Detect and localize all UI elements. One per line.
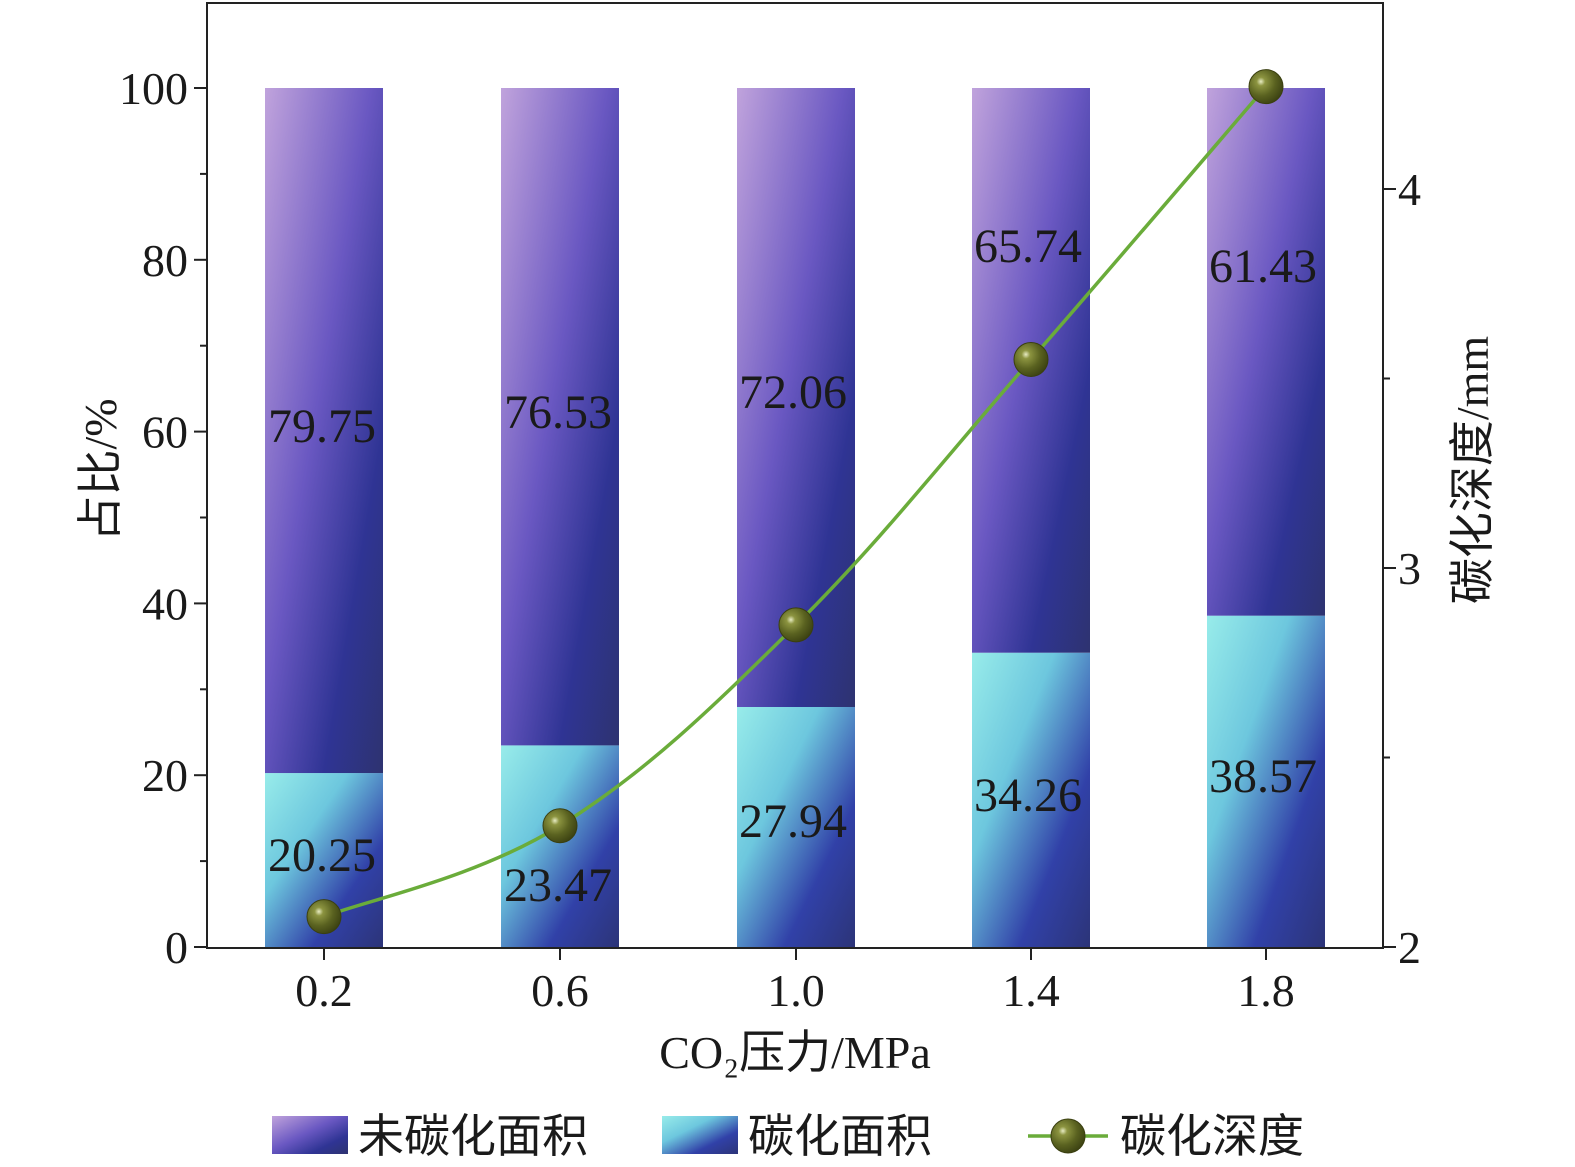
data-label-uncarbonated: 76.53 [504,386,612,439]
y-tick-label: 100 [119,63,188,114]
legend: 未碳化面积 碳化面积 碳化深度 [272,1111,1304,1162]
data-labels-layer: 79.75 20.25 76.53 23.47 72.06 27.94 65.74 34.26… [268,220,1317,912]
depth-point [1013,342,1049,378]
y-tick-label: 20 [142,750,188,801]
y2-tick-label: 4 [1398,164,1421,215]
y-tick-label: 80 [142,235,188,286]
data-label-carbonated: 20.25 [268,829,376,882]
line-layer [306,69,1284,935]
data-label-uncarbonated: 61.43 [1209,240,1317,293]
bar-carbonated [1207,615,1325,947]
x-tick-label: 0.2 [295,965,353,1016]
x-axis-label: CO₂压力/MPa [659,1027,931,1078]
legend-swatch-depth-marker [1050,1118,1086,1154]
y2-axis-label: 碳化深度/mm [1447,336,1498,605]
depth-point [1248,69,1284,105]
legend-swatch-uncarbonated [272,1116,348,1154]
data-label-uncarbonated: 72.06 [739,366,847,419]
bar-uncarbonated [737,88,855,707]
x-tick-label: 1.4 [1002,965,1060,1016]
bar-uncarbonated [265,88,383,774]
data-label-uncarbonated: 65.74 [974,220,1082,273]
data-label-uncarbonated: 79.75 [268,400,376,453]
data-label-carbonated: 38.57 [1209,750,1317,803]
depth-point [306,899,342,935]
x-tick-label: 1.0 [767,965,825,1016]
bar-carbonated [501,745,619,947]
legend-swatch-carbonated [662,1116,738,1154]
legend-label-depth: 碳化深度 [1120,1111,1304,1162]
y-tick-label: 40 [142,578,188,629]
axes-layer: 0 20 40 60 80 100 2 3 4 0.2 0.6 1.0 1.4 1.8 [119,63,1421,1016]
legend-label-uncarbonated: 未碳化面积 [358,1111,588,1162]
data-label-carbonated: 34.26 [974,769,1082,822]
y2-tick-label: 3 [1398,543,1421,594]
x-tick-label: 1.8 [1237,965,1295,1016]
bars-layer [265,88,1325,947]
y-tick-label: 0 [165,922,188,973]
depth-point [542,808,578,844]
data-label-carbonated: 27.94 [739,795,847,848]
x-tick-label: 0.6 [531,965,589,1016]
depth-point [778,607,814,643]
bar-uncarbonated [501,88,619,746]
data-label-carbonated: 23.47 [504,859,612,912]
bar-carbonated [972,652,1090,947]
bar-carbonated [737,706,855,947]
legend-label-carbonated: 碳化面积 [748,1111,932,1162]
y-tick-label: 60 [142,407,188,458]
bar-uncarbonated [1207,88,1325,616]
y2-tick-label: 2 [1398,922,1421,973]
y-axis-label: 占比/% [75,398,126,541]
